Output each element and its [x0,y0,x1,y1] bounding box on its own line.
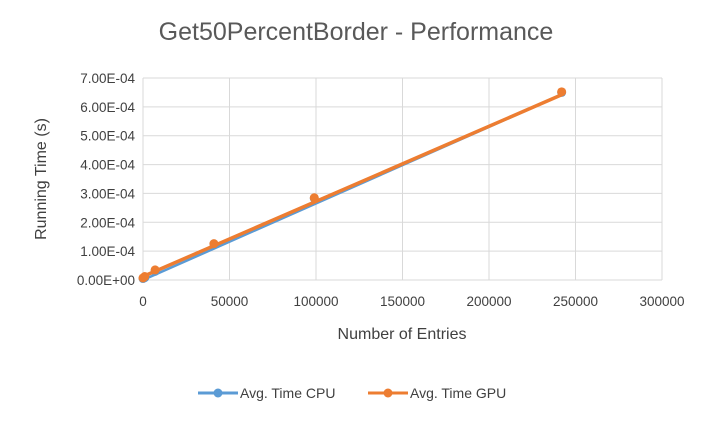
x-tick-label: 50000 [211,294,249,309]
legend-item: Avg. Time CPU [198,385,335,401]
data-point [209,239,219,249]
y-tick-label: 2.00E-04 [80,215,135,230]
legend-label: Avg. Time GPU [410,385,506,401]
y-tick-label: 4.00E-04 [80,158,135,173]
y-tick-label: 3.00E-04 [80,186,135,201]
gridlines [142,77,663,281]
x-tick-label: 150000 [380,294,425,309]
series-trendline [141,92,564,279]
y-tick-label: 1.00E-04 [80,244,135,259]
x-axis-title: Number of Entries [338,326,467,343]
series-2 [138,87,567,283]
x-tick-label: 100000 [293,294,338,309]
data-point [150,265,160,275]
y-tick-label: 5.00E-04 [80,129,135,144]
data-point [140,272,150,282]
legend-label: Avg. Time CPU [240,385,335,401]
y-tick-label: 6.00E-04 [80,100,135,115]
chart-title: Get50PercentBorder - Performance [159,18,554,46]
legend-marker [383,388,393,398]
plot-area [138,87,567,284]
data-point [557,87,567,97]
legend: Avg. Time CPU Avg. Time GPU [198,385,506,401]
y-tick-label: 0.00E+00 [77,273,135,288]
x-tick-label: 200000 [466,294,511,309]
x-tick-label: 300000 [639,294,684,309]
x-tick-label: 0 [139,294,147,309]
data-point [309,193,319,203]
legend-item: Avg. Time GPU [368,385,506,401]
axes: 0.00E+00 1.00E-04 2.00E-04 3.00E-04 4.00E-04… [77,71,685,309]
y-tick-label: 7.00E-04 [80,71,135,86]
x-tick-label: 250000 [553,294,598,309]
legend-marker [213,388,223,398]
y-axis-title: Running Time (s) [33,118,50,240]
